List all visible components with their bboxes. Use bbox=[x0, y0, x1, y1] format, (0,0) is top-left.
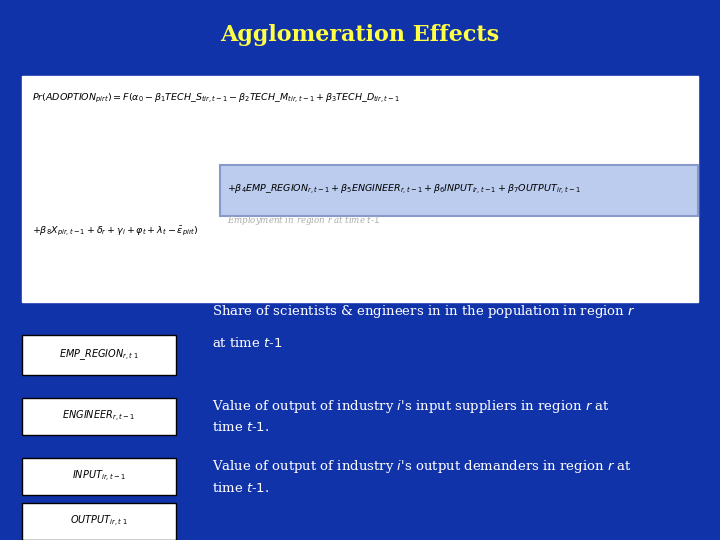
Text: $OUTPUT_{ir,t\ 1}$: $OUTPUT_{ir,t\ 1}$ bbox=[70, 514, 128, 529]
Text: $EMP\_REGION_{r,t\ 1}$: $EMP\_REGION_{r,t\ 1}$ bbox=[59, 348, 139, 362]
Text: Value of output of industry $i$'s input suppliers in region $r$ at: Value of output of industry $i$'s input … bbox=[212, 398, 611, 415]
Text: Share of scientists & engineers in in the population in region $r$: Share of scientists & engineers in in th… bbox=[212, 303, 636, 320]
Bar bbox=[22, 76, 698, 302]
Bar bbox=[22, 458, 176, 495]
Text: Agglomeration Effects: Agglomeration Effects bbox=[220, 24, 500, 46]
Text: time $t$-$1$.: time $t$-$1$. bbox=[212, 481, 270, 495]
Text: Employment in region $r$ at time $t$-$1$: Employment in region $r$ at time $t$-$1$ bbox=[227, 214, 379, 227]
Bar bbox=[22, 503, 176, 540]
Text: time $t$-$1$.: time $t$-$1$. bbox=[212, 420, 270, 434]
Text: $ENGINEER_{r,t-1}$: $ENGINEER_{r,t-1}$ bbox=[63, 409, 135, 424]
Text: Value of output of industry $i$'s output demanders in region $r$ at: Value of output of industry $i$'s output… bbox=[212, 458, 632, 475]
Text: $Pr(ADOPTION_{pirt}) = F(\alpha_0 - \beta_1TECH\_S_{tir,t-1} - \beta_2TECH\_M_{t: $Pr(ADOPTION_{pirt}) = F(\alpha_0 - \bet… bbox=[32, 92, 400, 105]
Text: $+\beta_4EMP\_REGION_{r,t-1}+\beta_5ENGINEER_{r,t-1}+\beta_6INPUT_{ir,t-1}+\beta: $+\beta_4EMP\_REGION_{r,t-1}+\beta_5ENGI… bbox=[227, 182, 580, 196]
Text: $INPUT_{ir,t-1}$: $INPUT_{ir,t-1}$ bbox=[72, 469, 126, 484]
Bar bbox=[22, 398, 176, 435]
Bar bbox=[22, 335, 176, 375]
Bar bbox=[220, 165, 698, 216]
Text: $+\beta_8X_{pir,t-1}+\delta_r+\gamma_i+\varphi_t+\lambda_t-\bar{\varepsilon}_{pi: $+\beta_8X_{pir,t-1}+\delta_r+\gamma_i+\… bbox=[32, 225, 199, 238]
Text: at time $t$-$1$: at time $t$-$1$ bbox=[212, 336, 283, 350]
